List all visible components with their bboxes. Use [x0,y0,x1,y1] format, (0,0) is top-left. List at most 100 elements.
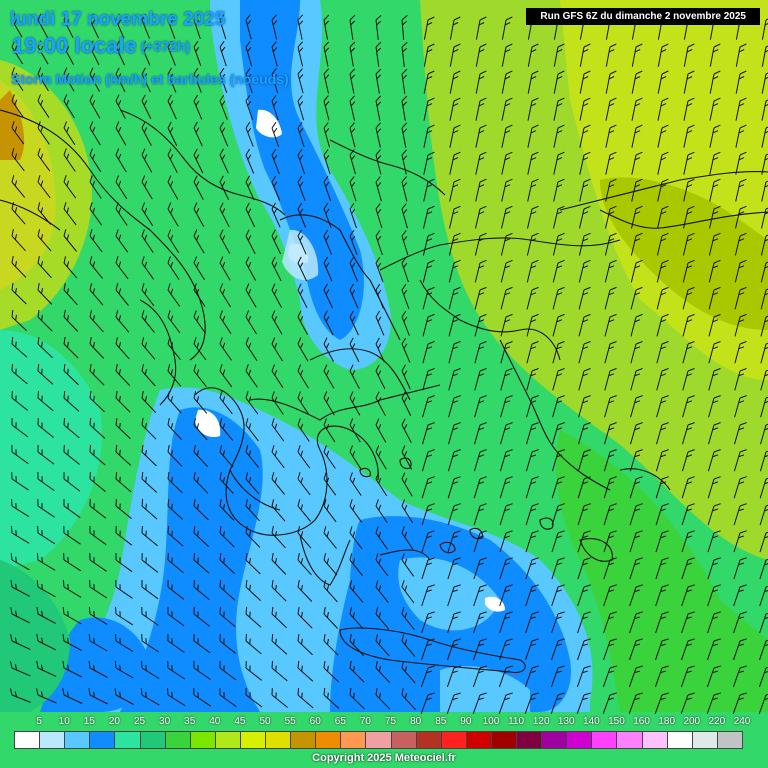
wind-barb [551,530,565,553]
wind-barb [682,395,695,418]
wind-barb [631,205,643,229]
wind-barb [630,395,643,418]
wind-barb [735,151,747,175]
wind-barb [630,313,643,337]
wind-barb [733,449,747,472]
wind-barb [219,175,230,201]
wind-barb [89,364,105,386]
wind-barb [349,256,358,282]
wind-barb [88,661,108,678]
wind-barb [578,341,591,364]
wind-barb [141,256,155,280]
wind-barb [499,611,513,634]
wind-barb [375,445,387,470]
wind-barb [89,471,106,492]
wind-barb [323,553,338,576]
wind-barb [656,232,669,256]
wind-barb [167,445,183,467]
wind-barb [401,661,416,684]
wind-barb [707,476,721,499]
wind-barb [297,364,309,389]
wind-barb [323,499,337,523]
wind-barb [37,94,50,118]
wind-barb [657,205,669,229]
wind-barb [526,341,539,364]
wind-barb [709,97,721,121]
wind-barb [708,341,721,364]
wind-barb [734,422,747,445]
legend-label: 110 [508,716,525,727]
wind-barb [89,13,99,39]
wind-barb [422,313,435,337]
wind-barb [37,202,52,225]
wind-barb [141,498,158,520]
wind-barb [681,503,695,526]
wind-barb [683,124,695,148]
wind-barb [401,149,408,175]
wind-barb [9,688,31,703]
wind-barb [63,390,80,412]
wind-barb [579,70,591,94]
wind-barb [551,557,565,580]
wind-barb [375,203,383,229]
wind-barb [297,68,304,94]
wind-barb [473,611,487,634]
legend-label: 40 [209,716,221,727]
wind-barb [323,229,332,255]
wind-barb [167,525,184,547]
wind-barb [499,503,513,526]
wind-barb [759,585,768,607]
wind-barb [141,391,157,413]
wind-barb [655,530,669,553]
wind-barb [475,97,487,121]
wind-barb [524,692,539,714]
wind-barb [141,148,153,173]
wind-barb [11,444,29,465]
wind-barb [708,232,721,256]
wind-barb [682,368,695,391]
wind-barb [37,363,54,385]
wind-barb [349,391,361,416]
wind-barb [167,337,181,361]
legend-swatch [265,731,292,749]
wind-barb [526,313,539,337]
wind-barb [141,525,158,547]
wind-barb [375,149,382,175]
wind-barb [37,337,53,359]
wind-barb [37,310,53,332]
wind-barb [36,634,57,651]
wind-barb [141,580,159,600]
wind-barb [447,503,461,526]
wind-barb [401,688,416,711]
wind-barb [37,13,49,38]
wind-barb [682,286,695,310]
wind-barb [63,67,75,92]
legend-swatch [591,731,618,749]
wind-barb [551,638,565,661]
wind-barb [245,94,254,120]
wind-barb [11,40,24,65]
wind-barb [297,607,313,629]
wind-barb [36,552,56,571]
legend-swatch [14,731,41,749]
wind-barb [475,151,487,175]
wind-barb [655,449,669,472]
wind-barb [89,417,106,439]
wind-barb [682,313,695,337]
wind-barb [577,449,591,472]
wind-barb [401,553,415,577]
wind-barb [89,444,106,466]
wind-barb [63,499,81,519]
wind-barb [447,584,461,607]
copyright: Copyright 2025 Meteociel.fr [312,752,456,764]
wind-barb [500,313,513,337]
wind-barb [630,341,643,364]
wind-barb [401,418,412,443]
wind-barb [577,584,591,607]
wind-barb [297,391,310,416]
wind-barb [193,14,201,40]
wind-barb [297,687,314,709]
wind-barb [734,259,747,283]
wind-barb [525,584,539,607]
wind-barb [657,43,669,67]
